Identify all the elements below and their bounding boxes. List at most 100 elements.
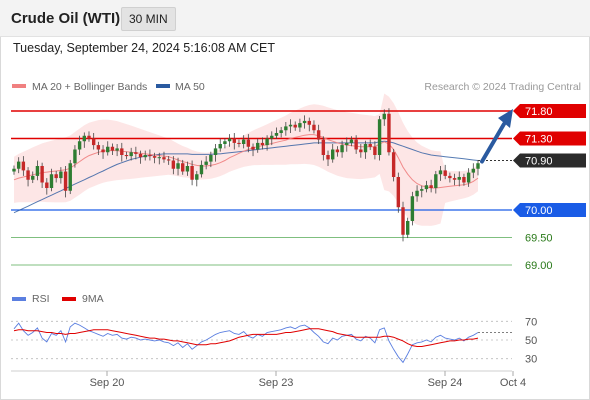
- level-label-4: 69.50: [525, 233, 553, 245]
- candle-body-35: [176, 163, 180, 169]
- candle-body-79: [382, 113, 386, 120]
- candle-body-51: [251, 146, 255, 150]
- moving-average-layer: [13, 134, 479, 214]
- candle-body-99: [476, 163, 480, 169]
- candle-body-80: [387, 113, 391, 153]
- rsi-legend-swatch: [12, 297, 26, 301]
- candle-body-21: [110, 146, 115, 151]
- candle-body-84: [405, 221, 410, 235]
- timeframe-button[interactable]: 30 MIN: [121, 7, 176, 31]
- candle-body-56: [274, 133, 279, 136]
- candle-body-91: [438, 170, 443, 175]
- bollinger-band-layer: [14, 93, 478, 226]
- candle-body-15: [82, 135, 87, 142]
- candle-body-49: [241, 139, 246, 144]
- rsi-tick-1: 50: [525, 335, 537, 347]
- candle-body-26: [134, 152, 138, 154]
- candle-body-76: [368, 144, 372, 147]
- candle-body-25: [129, 152, 133, 157]
- rsi-line: [13, 322, 479, 364]
- candle-body-83: [401, 207, 405, 235]
- candle-body-14: [77, 141, 82, 150]
- candlestick-layer: [12, 108, 480, 242]
- research-credit: Research © 2024 Trading Central: [424, 81, 581, 93]
- candle-body-34: [171, 160, 176, 169]
- candle-body-9: [54, 174, 58, 179]
- candle-body-61: [298, 123, 302, 128]
- x-tick-label-0: Sep 20: [90, 377, 125, 389]
- level-label-0: 71.80: [525, 106, 553, 118]
- level-tag-1: [513, 131, 586, 146]
- level-label-2: 70.90: [525, 156, 553, 168]
- level-tag-3: [513, 203, 586, 217]
- candle-body-2: [21, 161, 26, 171]
- candle-body-78: [377, 119, 382, 155]
- candle-body-55: [270, 135, 274, 139]
- candle-body-46: [227, 138, 232, 142]
- level-label-3: 70.00: [525, 205, 553, 217]
- candle-body-8: [49, 174, 54, 188]
- candle-body-27: [138, 153, 143, 158]
- candle-body-11: [63, 171, 68, 191]
- candle-body-17: [91, 138, 96, 146]
- chart-datetime: Tuesday, September 24, 2024 5:16:08 AM C…: [13, 41, 275, 55]
- instrument-title: Crude Oil (WTI): [11, 10, 121, 27]
- rsi-tick-2: 30: [525, 354, 537, 366]
- ma20-line: [13, 134, 479, 189]
- candle-body-30: [152, 156, 157, 158]
- ma20-legend-swatch: [12, 84, 26, 88]
- candle-body-74: [359, 149, 363, 153]
- x-tick-label-2: Sep 24: [428, 377, 463, 389]
- candle-body-81: [391, 152, 396, 177]
- level-label-1: 71.30: [525, 134, 553, 146]
- level-label-5: 69.00: [525, 260, 553, 272]
- candle-body-98: [471, 168, 476, 173]
- level-tag-2: [513, 153, 586, 168]
- candle-body-70: [340, 145, 344, 153]
- candle-body-77: [373, 146, 377, 155]
- candle-body-28: [143, 155, 147, 158]
- candle-body-7: [45, 182, 49, 188]
- candle-body-62: [302, 120, 307, 124]
- candle-body-53: [260, 142, 265, 146]
- candle-body-0: [12, 168, 16, 172]
- candle-body-54: [265, 138, 269, 146]
- candle-body-18: [96, 145, 101, 150]
- candle-body-32: [162, 157, 166, 160]
- candle-body-48: [237, 142, 241, 144]
- candle-body-92: [443, 170, 447, 176]
- x-tick-label-3: Oct 4: [500, 377, 526, 389]
- rsi-ma-legend-label: 9MA: [82, 293, 104, 305]
- candle-body-60: [293, 124, 297, 128]
- chart-header: Crude Oil (WTI) 30 MIN: [0, 0, 590, 37]
- candle-body-71: [345, 142, 349, 146]
- candle-body-96: [462, 177, 466, 183]
- candle-body-94: [452, 178, 457, 180]
- bollinger-band: [14, 93, 478, 226]
- candle-body-16: [87, 135, 91, 139]
- candle-body-44: [218, 144, 222, 149]
- candle-body-63: [307, 120, 311, 125]
- candle-body-40: [199, 164, 204, 175]
- candle-body-64: [312, 124, 316, 131]
- candle-body-93: [448, 175, 452, 179]
- candle-body-57: [279, 130, 283, 133]
- x-axis-layer: Sep 20 Sep 23 Sep 24 Oct 4: [90, 371, 526, 389]
- candle-body-10: [59, 171, 63, 179]
- ma50-legend-swatch: [156, 84, 170, 88]
- rsi-ma-line: [13, 328, 479, 347]
- ma50-legend-label: MA 50: [175, 81, 205, 93]
- candle-body-42: [209, 155, 213, 162]
- candle-body-59: [288, 124, 293, 127]
- rsi-tick-0: 70: [525, 316, 537, 328]
- candle-body-4: [31, 175, 35, 180]
- candle-body-38: [190, 166, 194, 180]
- candle-body-5: [35, 166, 40, 176]
- x-tick-label-1: Sep 23: [259, 377, 294, 389]
- candle-body-65: [316, 130, 321, 140]
- ma20-legend-label: MA 20 + Bollinger Bands: [32, 81, 147, 93]
- forecast-arrow-layer: [480, 109, 513, 164]
- candle-body-12: [68, 163, 72, 191]
- candle-body-67: [326, 155, 330, 160]
